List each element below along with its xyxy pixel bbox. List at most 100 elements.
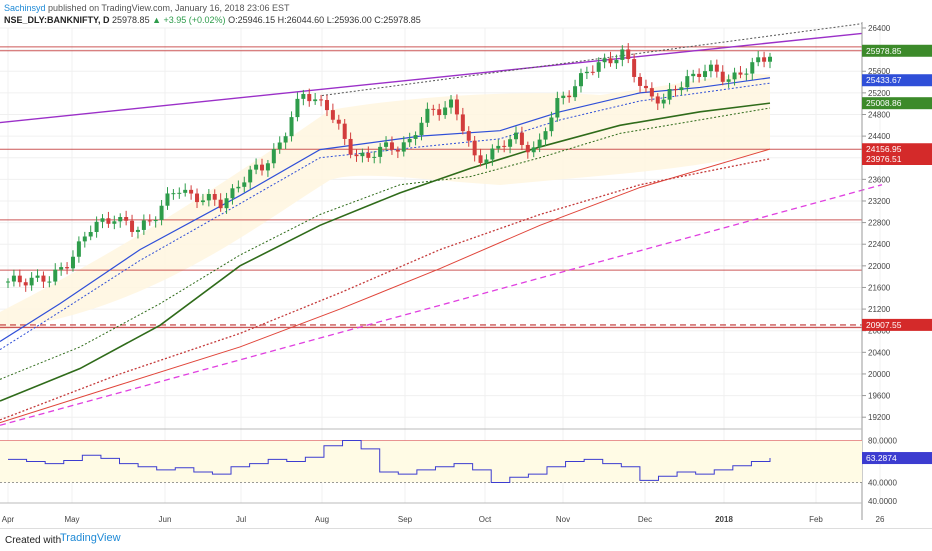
- candle-body: [236, 186, 241, 189]
- candle-body: [336, 119, 341, 124]
- y-tick-label: 24400: [868, 132, 891, 141]
- upper-channel: [321, 23, 863, 97]
- ma-red-dotted: [0, 158, 771, 421]
- price-label-box: [862, 152, 932, 165]
- candle-body: [466, 131, 471, 141]
- candle-body: [112, 221, 117, 224]
- rsi-value-box: [862, 452, 932, 465]
- candle-body: [295, 98, 300, 118]
- candle-body: [183, 189, 188, 193]
- candle-body: [189, 189, 194, 194]
- candle-body: [35, 275, 40, 278]
- candle-body: [596, 62, 601, 72]
- candle-body: [248, 169, 253, 183]
- candle-body: [159, 205, 164, 220]
- price-chart[interactable]: 2640026000256002520024800244002400023600…: [0, 0, 932, 528]
- candle-body: [431, 108, 436, 110]
- candle-body: [153, 219, 158, 222]
- candle-body: [29, 277, 34, 286]
- candle-body: [484, 159, 489, 163]
- candle-body: [561, 95, 566, 99]
- open-value: O:25946.15: [228, 15, 276, 25]
- candle-body: [584, 71, 589, 74]
- candle-body: [720, 71, 725, 82]
- y-tick-label: 20800: [868, 327, 891, 336]
- time-axis: Apr May Jun Jul Aug Sep Oct Nov Dec 2018 Feb 26: [2, 515, 885, 524]
- y-tick-label: 20000: [868, 370, 891, 379]
- x-tick-label: Jun: [159, 515, 172, 524]
- candle-body: [53, 269, 58, 282]
- candle-body: [661, 99, 666, 104]
- candle-body: [118, 217, 123, 222]
- candle-body: [271, 149, 276, 164]
- price-label-box: [862, 318, 932, 331]
- candle-body: [425, 108, 430, 123]
- high-value: H:26044.60: [277, 15, 325, 25]
- x-tick-label: May: [64, 515, 79, 524]
- candle-body: [525, 144, 530, 153]
- candle-body: [324, 100, 329, 111]
- y-tick-label: 26400: [868, 24, 891, 33]
- rsi-panel: 80.0000 40.0000 63.2874 40.0000: [0, 437, 932, 506]
- y-tick-label: 25200: [868, 89, 891, 98]
- publisher-name[interactable]: Sachinsyd: [4, 3, 46, 13]
- candle-body: [47, 281, 52, 283]
- candle-body: [195, 193, 200, 203]
- y-tick-label: 23600: [868, 175, 891, 184]
- price-label-box: [862, 143, 932, 156]
- candle-body: [673, 89, 678, 91]
- candle-body: [171, 193, 176, 195]
- lower-channel: [0, 184, 883, 426]
- candle-body: [242, 182, 247, 187]
- rsi-bottom-label: 40.0000: [868, 497, 897, 506]
- x-tick-label: Sep: [398, 515, 413, 524]
- candle-body: [454, 99, 459, 115]
- candle-body: [578, 73, 583, 87]
- candle-body: [768, 56, 772, 62]
- candle-body: [230, 188, 235, 199]
- candle-body: [638, 76, 643, 86]
- candle-body: [389, 142, 394, 150]
- candle-body: [130, 220, 135, 232]
- candle-body: [738, 72, 743, 75]
- trendline: [0, 32, 863, 124]
- candle-body: [224, 198, 229, 209]
- close-value: C:25978.85: [374, 15, 421, 25]
- candle-body: [59, 267, 64, 270]
- tradingview-logo[interactable]: TradingView: [60, 532, 121, 544]
- x-tick-label: 2018: [715, 515, 733, 524]
- candle-body: [76, 241, 81, 257]
- candle-body: [555, 98, 560, 118]
- candle-body: [655, 96, 660, 104]
- candle-body: [218, 199, 223, 209]
- x-tick-label: 26: [876, 515, 885, 524]
- ma-blue-dotted: [0, 82, 771, 351]
- y-tick-label: 21600: [868, 283, 891, 292]
- rsi-line: [8, 440, 771, 483]
- candle-body: [567, 95, 572, 98]
- y-tick-label: 24800: [868, 110, 891, 119]
- candle-body: [537, 139, 542, 148]
- candle-body: [354, 154, 359, 157]
- candle-body: [342, 123, 347, 139]
- candle-body: [632, 59, 637, 77]
- candle-body: [762, 57, 767, 62]
- published-text: published on TradingView.com, January 16…: [48, 3, 290, 13]
- candle-body: [254, 164, 259, 170]
- ma-blue: [0, 77, 771, 343]
- price-label-box: [862, 44, 932, 57]
- candle-body: [100, 218, 105, 222]
- ma-red: [0, 148, 771, 424]
- x-tick-label: Apr: [2, 515, 15, 524]
- candle-body: [514, 132, 518, 140]
- candle-body: [626, 49, 631, 60]
- candle-body: [413, 135, 418, 139]
- candle-body: [649, 88, 654, 97]
- candle-body: [348, 138, 353, 155]
- candle-body: [608, 58, 613, 64]
- candle-body: [703, 71, 708, 77]
- candle-body: [490, 148, 495, 160]
- candle-body: [366, 152, 371, 158]
- rsi-value-label: 63.2874: [866, 453, 897, 463]
- price-axis: 2640026000256002520024800244002400023600…: [0, 22, 932, 520]
